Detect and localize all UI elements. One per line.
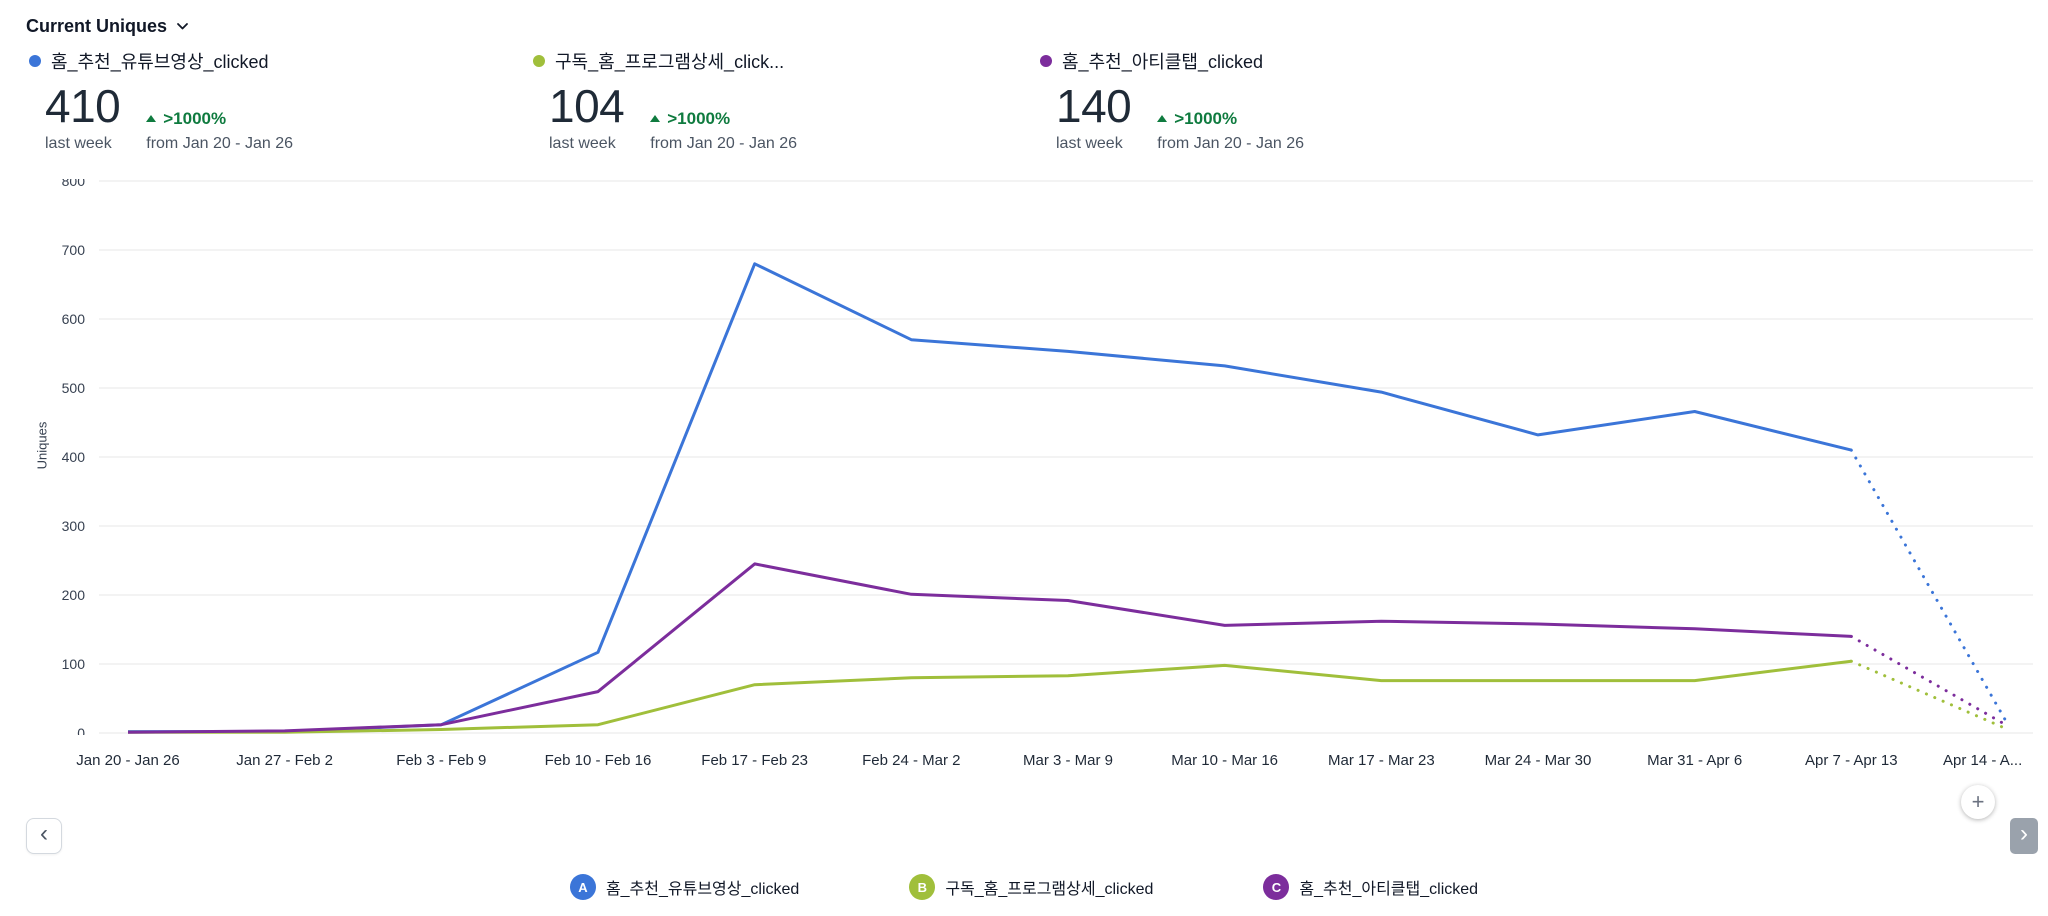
series-line-0 xyxy=(128,262,1852,734)
uniques-line-chart[interactable]: 0 100 200 300 400 500 600 700 800 xyxy=(0,179,2048,735)
y-axis-tick: 800 xyxy=(62,179,86,189)
x-axis-label: Apr 7 - Apr 13 xyxy=(1805,752,1898,769)
series-line-1 xyxy=(128,659,1852,734)
legend-item-A[interactable]: A 홈_추천_유튜브영상_clicked xyxy=(569,874,800,900)
legend-badge-icon: C xyxy=(1263,874,1290,900)
x-axis-label: Feb 3 - Feb 9 xyxy=(396,752,487,769)
next-page-button[interactable]: › xyxy=(2010,818,2038,854)
summary-card: 구독_홈_프로그램상세_click... 104 last week >1000… xyxy=(533,48,797,153)
series-color-dot xyxy=(533,55,545,67)
series-line-0-incomplete xyxy=(1849,448,2010,727)
x-axis-label: Jan 20 - Jan 26 xyxy=(76,752,180,769)
series-color-dot xyxy=(1040,55,1052,67)
x-axis-label: Mar 10 - Mar 16 xyxy=(1171,752,1279,769)
summary-period: last week xyxy=(45,134,112,152)
legend-badge-icon: A xyxy=(569,874,596,900)
metric-selector[interactable]: Current Uniques xyxy=(26,16,189,37)
trend-up-icon xyxy=(1157,115,1168,123)
summary-label: 홈_추천_유튜브영상_clicked xyxy=(51,52,269,72)
summary-label: 구독_홈_프로그램상세_click... xyxy=(555,52,785,72)
y-axis-tick: 400 xyxy=(62,449,86,465)
y-axis-tick: 200 xyxy=(62,587,86,603)
x-axis-labels: Jan 20 - Jan 26 Jan 27 - Feb 2 Feb 3 - Feb… xyxy=(0,752,2048,776)
x-axis-label: Feb 17 - Feb 23 xyxy=(701,752,809,769)
y-axis-tick: 700 xyxy=(62,242,86,258)
x-axis-label: Mar 3 - Mar 9 xyxy=(1022,752,1114,769)
summary-change-period: from Jan 20 - Jan 26 xyxy=(146,134,293,152)
summary-card: 홈_추천_유튜브영상_clicked 410 last week >1000% … xyxy=(29,48,293,153)
y-axis-tick: 100 xyxy=(62,656,86,672)
summary-label: 홈_추천_아티클탭_clicked xyxy=(1062,52,1263,72)
legend-label: 홈_추천_유튜브영상_clicked xyxy=(605,881,800,898)
trend-up-icon xyxy=(146,115,157,123)
x-axis-label: Apr 14 - A... xyxy=(1943,752,2023,769)
summary-change-period: from Jan 20 - Jan 26 xyxy=(650,134,797,152)
legend-item-B[interactable]: B 구독_홈_프로그램상세_clicked xyxy=(909,874,1153,900)
summary-change-period: from Jan 20 - Jan 26 xyxy=(1157,134,1304,152)
series-color-dot xyxy=(29,55,41,67)
series-line-1-incomplete xyxy=(1849,659,2010,731)
series-line-2 xyxy=(127,562,1852,734)
summary-card: 홈_추천_아티클탭_clicked 140 last week >1000% f… xyxy=(1040,48,1304,153)
x-axis-label: Feb 24 - Mar 2 xyxy=(862,752,961,769)
summary-change: >1000% xyxy=(1174,108,1238,128)
x-axis-label: Mar 17 - Mar 23 xyxy=(1327,752,1435,769)
legend-item-C[interactable]: C 홈_추천_아티클탭_clicked xyxy=(1263,874,1478,900)
summary-change: >1000% xyxy=(163,108,227,128)
x-axis-label: Feb 10 - Feb 16 xyxy=(544,752,652,769)
summary-value: 104 xyxy=(549,80,625,132)
trend-up-icon xyxy=(650,115,661,123)
x-axis-label: Mar 24 - Mar 30 xyxy=(1484,752,1592,769)
chevron-right-icon: › xyxy=(2020,820,2028,847)
legend-badge-icon: B xyxy=(909,874,936,900)
summary-value: 410 xyxy=(45,80,121,132)
summary-change: >1000% xyxy=(667,108,731,128)
x-axis-label: Mar 31 - Apr 6 xyxy=(1647,752,1743,769)
chevron-left-icon: ‹ xyxy=(40,820,48,847)
summary-period: last week xyxy=(1056,134,1123,152)
add-button[interactable]: + xyxy=(1961,785,1995,819)
y-axis-tick: 500 xyxy=(62,380,86,396)
chevron-down-icon xyxy=(177,23,188,30)
legend-label: 홈_추천_아티클탭_clicked xyxy=(1299,881,1479,898)
y-axis-tick: 0 xyxy=(77,725,85,735)
series-line-2-incomplete xyxy=(1849,634,2010,728)
prev-page-button[interactable]: ‹ xyxy=(26,818,62,854)
summary-period: last week xyxy=(549,134,616,152)
x-axis-label: Jan 27 - Feb 2 xyxy=(236,752,334,769)
y-axis-tick: 600 xyxy=(62,311,86,327)
legend-label: 구독_홈_프로그램상세_clicked xyxy=(945,881,1154,898)
y-axis-tick: 300 xyxy=(62,518,86,534)
legend: A 홈_추천_유튜브영상_clicked B 구독_홈_프로그램상세_clicked C… xyxy=(0,874,2048,900)
metric-selector-label: Current Uniques xyxy=(26,16,168,36)
summary-value: 140 xyxy=(1056,80,1132,132)
